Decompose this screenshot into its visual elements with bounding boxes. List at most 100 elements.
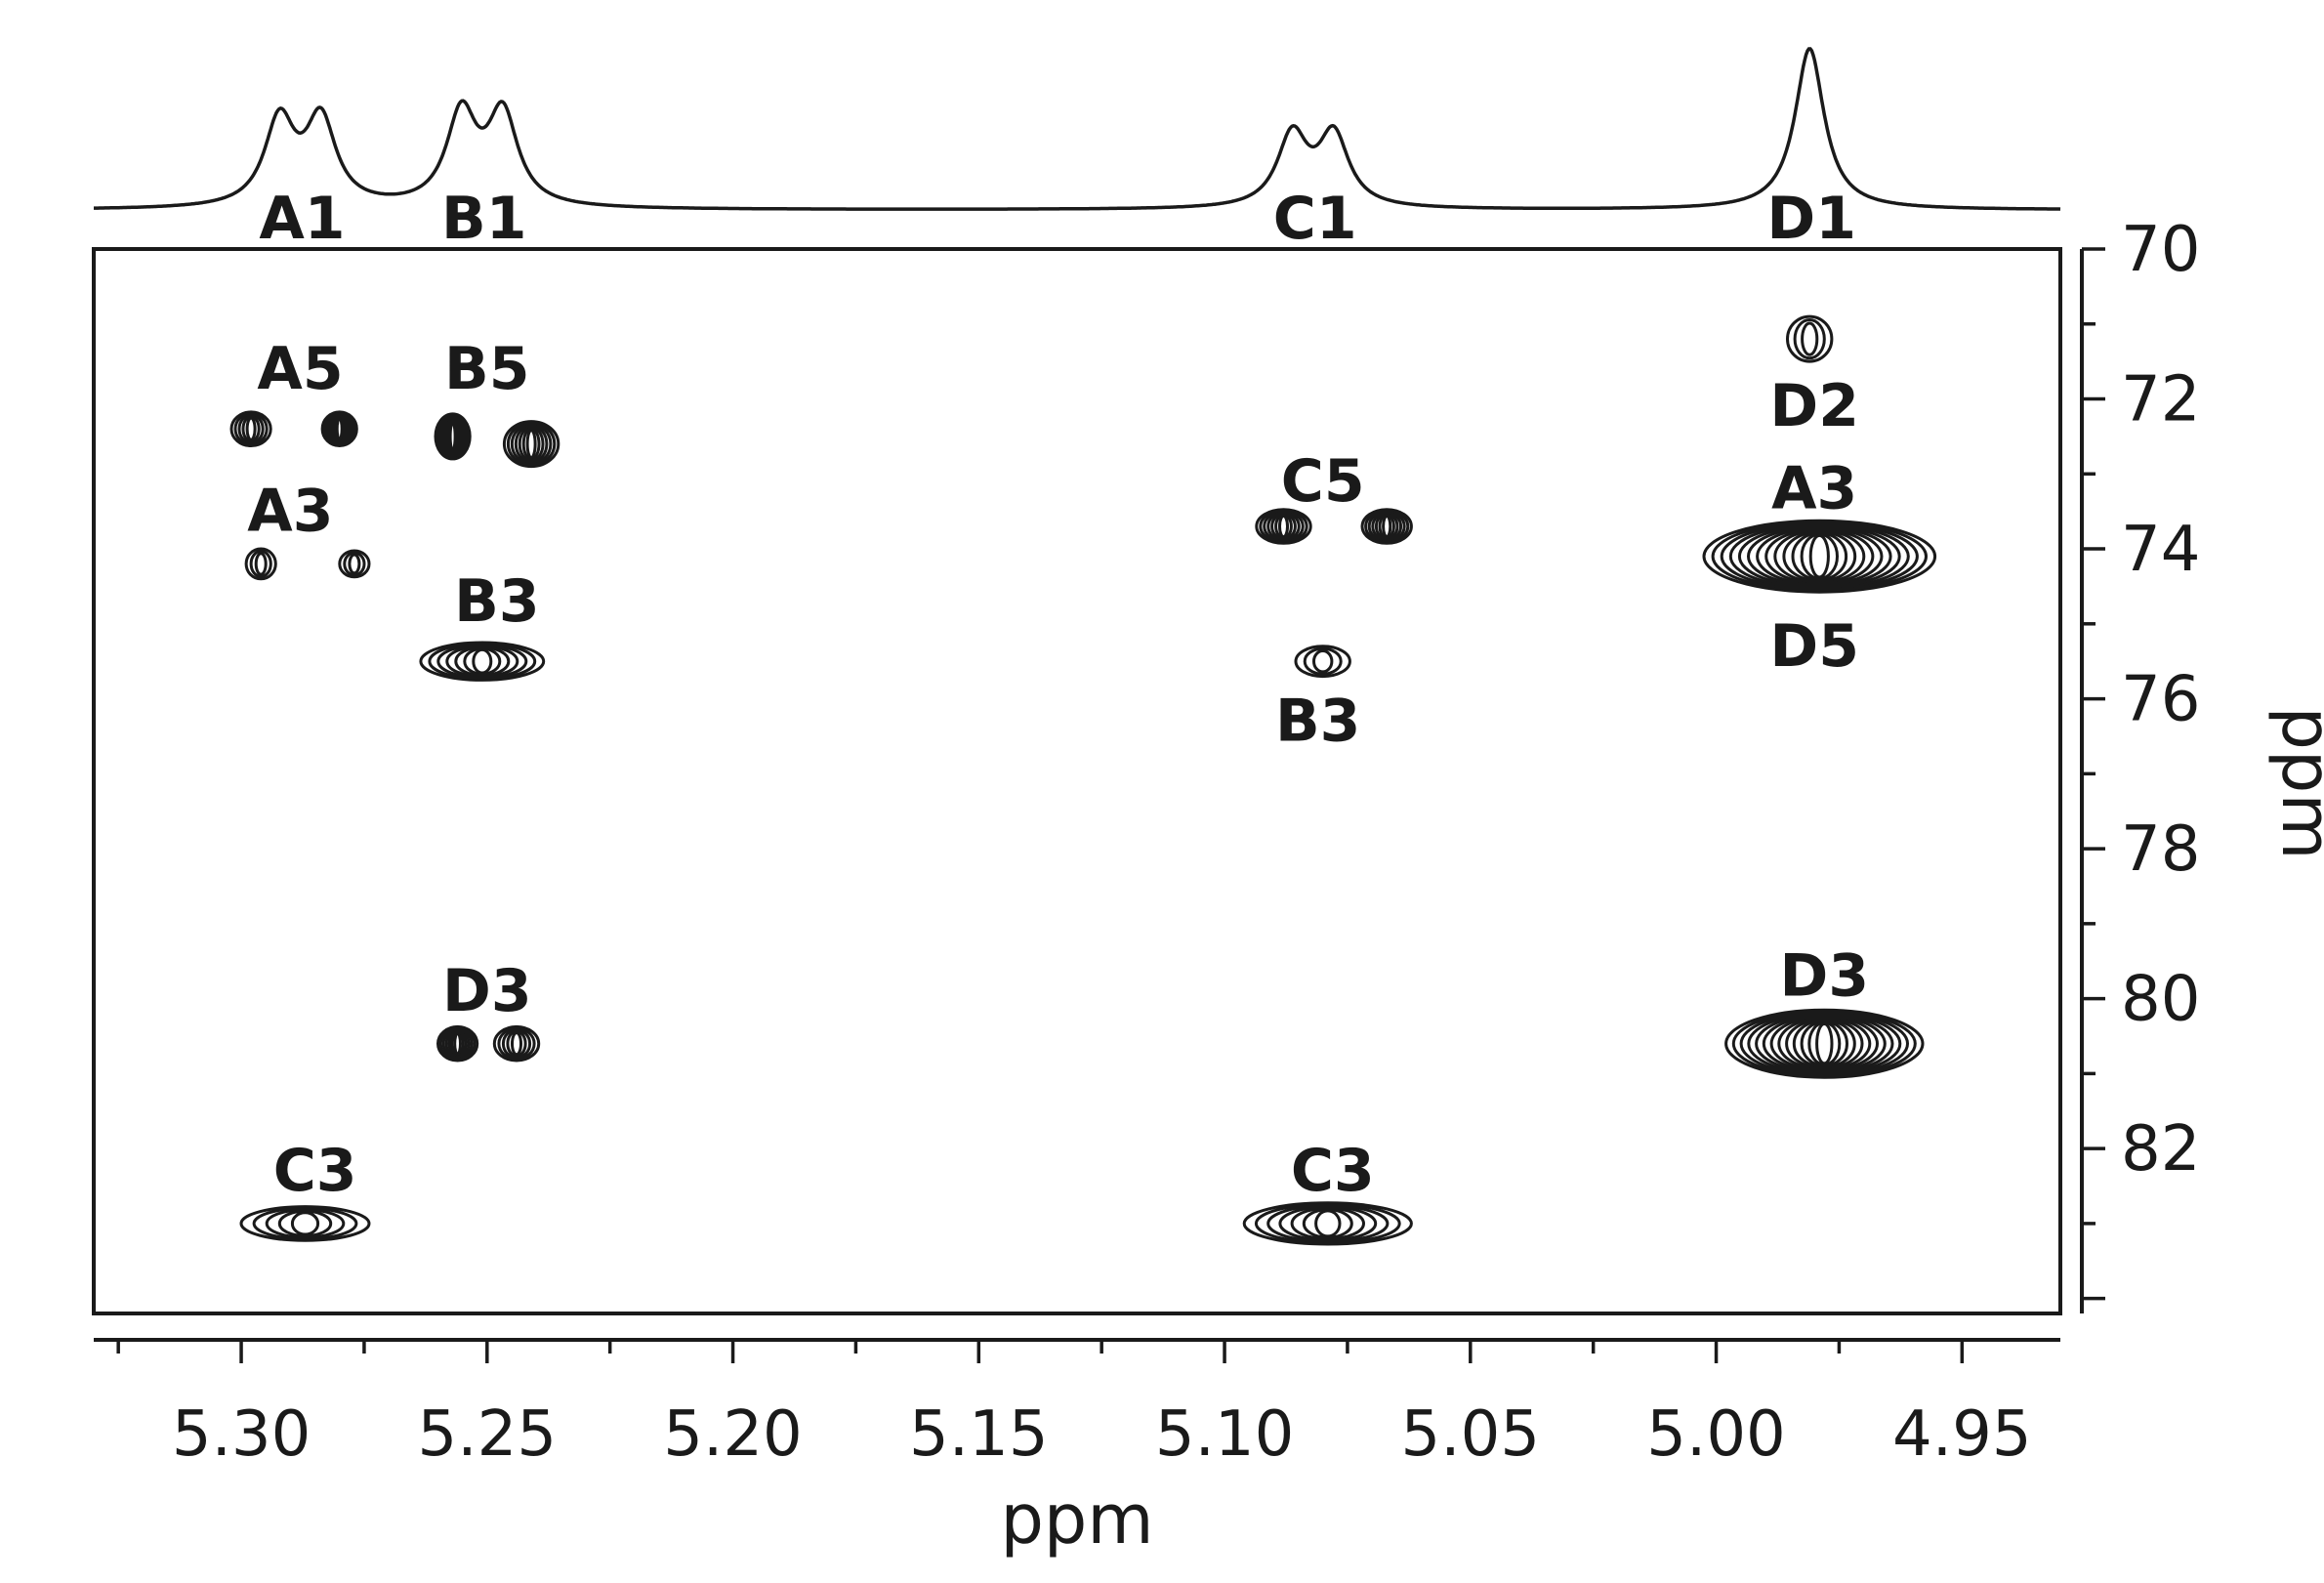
contour-ring xyxy=(1807,1021,1842,1066)
x-tick-label: 5.25 xyxy=(418,1398,558,1471)
contour-ring xyxy=(1782,530,1857,583)
contour-ring xyxy=(245,416,257,441)
cross-peak xyxy=(1360,508,1413,545)
cross-peak xyxy=(436,1024,479,1062)
contour-ring xyxy=(463,646,502,676)
contour-ring xyxy=(244,547,277,581)
cross-peak-label: A5 xyxy=(257,335,343,403)
contour-ring xyxy=(1314,1209,1342,1238)
cross-peak xyxy=(244,547,277,581)
cross-peak xyxy=(1255,508,1312,545)
y-axis-title: ppm xyxy=(2266,706,2324,859)
contour-ring xyxy=(1800,532,1840,580)
cross-peak-label: C5 xyxy=(1281,447,1365,516)
contour-ring xyxy=(448,421,457,452)
contour-ring xyxy=(239,1205,371,1242)
cross-peak xyxy=(239,1205,371,1242)
contour-ring xyxy=(249,549,272,578)
contour-ring xyxy=(1785,1018,1864,1070)
contour-ring xyxy=(265,1208,346,1239)
contour-ring xyxy=(290,1211,320,1236)
x-tick-label: 4.95 xyxy=(1892,1398,2032,1471)
plot-frame xyxy=(92,247,2062,1315)
contour-ring xyxy=(1382,514,1392,539)
contour-ring xyxy=(492,1024,541,1062)
contour-ring xyxy=(343,551,366,577)
contour-ring xyxy=(1808,533,1830,579)
cross-peak-label: C3 xyxy=(1291,1137,1375,1205)
cross-peak-label: A3 xyxy=(247,478,333,546)
contour-ring xyxy=(506,1029,527,1058)
projection-peak-label: C1 xyxy=(1273,185,1357,253)
projection-peak-label: A1 xyxy=(259,185,345,253)
cross-peak-label: D5 xyxy=(1769,612,1859,681)
contour-ring xyxy=(1312,649,1334,674)
y-axis: 70 72 74 76 78 80 82 xyxy=(2080,214,2200,1313)
contour-ring xyxy=(1786,314,1834,363)
contour-ring xyxy=(453,1031,463,1056)
cross-peak xyxy=(492,1024,541,1062)
y-tick-label: 80 xyxy=(2121,964,2200,1036)
contour-ring xyxy=(521,427,541,461)
cross-peak-label: D3 xyxy=(1780,942,1870,1011)
contour-ring xyxy=(338,549,371,579)
cross-peak xyxy=(502,420,560,469)
contour-ring xyxy=(525,429,537,460)
contour-ring xyxy=(1773,528,1866,584)
contour-ring xyxy=(229,410,272,448)
contour-ring xyxy=(1815,1022,1834,1065)
projection-peak-label: D1 xyxy=(1766,185,1856,253)
cross-peak xyxy=(1294,645,1351,679)
x-tick-label: 5.15 xyxy=(909,1398,1049,1471)
contour-ring xyxy=(1274,513,1293,540)
cross-peak xyxy=(1786,314,1834,363)
x-tick-label: 5.10 xyxy=(1155,1398,1295,1471)
x-tick-label: 5.20 xyxy=(663,1398,803,1471)
projection-trace xyxy=(94,47,2061,211)
contour-ring xyxy=(348,553,361,575)
cross-peak xyxy=(419,641,546,682)
cross-peak xyxy=(338,549,371,579)
contour-ring xyxy=(1764,527,1875,585)
x-axis: 5.30 5.25 5.20 5.15 5.10 5.05 5.00 4.95 xyxy=(94,1338,2060,1471)
contour-ring xyxy=(254,552,268,576)
cross-peak xyxy=(434,412,472,461)
projection-peak-label: B1 xyxy=(441,185,526,253)
contour-ring xyxy=(241,415,261,443)
y-tick-label: 76 xyxy=(2121,664,2200,736)
cross-peak xyxy=(1702,519,1937,594)
cross-peaks xyxy=(229,314,1937,1246)
contour-ring xyxy=(237,413,265,444)
cross-peak-label: D3 xyxy=(442,957,532,1025)
cross-peak-label: B3 xyxy=(454,567,539,636)
cross-peak-label: B5 xyxy=(444,335,529,403)
y-tick-label: 82 xyxy=(2121,1113,2200,1186)
contour-ring xyxy=(335,417,344,441)
x-tick-label: 5.05 xyxy=(1401,1398,1541,1471)
contour-ring xyxy=(472,647,493,675)
contour-ring xyxy=(1303,646,1343,676)
cross-peak-label: B3 xyxy=(1275,687,1360,756)
contour-ring xyxy=(1777,1017,1872,1071)
cross-peak xyxy=(1724,1008,1925,1079)
cross-peak-label: A3 xyxy=(1771,455,1857,523)
cross-peak xyxy=(1242,1201,1413,1246)
y-tick-label: 72 xyxy=(2121,364,2200,437)
projection-spectrum: A1 B1 C1 D1 xyxy=(94,47,2061,253)
contour-ring xyxy=(1278,514,1289,539)
contour-ring xyxy=(1801,321,1819,356)
contour-ring xyxy=(1793,318,1826,360)
x-tick-label: 5.30 xyxy=(172,1398,311,1471)
cross-peak-label: C3 xyxy=(273,1137,357,1205)
x-axis-title: ppm xyxy=(1000,1479,1153,1560)
contour-ring xyxy=(277,1209,333,1238)
cross-peak-label: D2 xyxy=(1769,372,1859,440)
contour-ring xyxy=(1302,1208,1353,1239)
cross-peak xyxy=(320,410,358,448)
y-tick-label: 74 xyxy=(2121,514,2200,586)
peak-annotations: A5 B5 A3 B3 C5 B3 D2 A3 D5 D3 D3 C3 C3 xyxy=(247,335,1869,1205)
x-tick-label: 5.00 xyxy=(1646,1398,1786,1471)
cross-peak xyxy=(229,410,272,448)
